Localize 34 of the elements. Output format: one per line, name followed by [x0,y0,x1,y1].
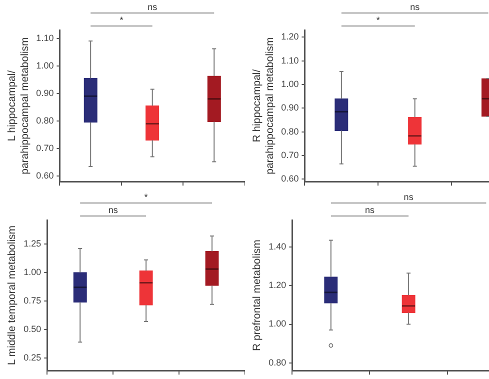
y-axis-title: R prefrontal metabolism [251,239,264,352]
text: * [144,192,148,202]
y-tick-label: 0.50 [24,324,42,334]
y-tick-label: 0.80 [268,357,286,368]
y-tick-label: 0.90 [281,102,299,113]
y-tick-label: 1.00 [24,266,42,277]
text: ns [148,2,158,12]
y-tick-label: 1.20 [268,280,286,290]
y-tick-label: 0.80 [281,126,299,136]
y-tick-label: 1.00 [281,78,299,89]
y-tick-label: 0.90 [36,88,54,98]
y-tick-label: 1.20 [281,32,299,42]
y-tick-label: 1.10 [281,55,299,66]
y-tick-label: 0.70 [281,150,299,160]
text: ns [364,204,375,215]
y-tick-label: 1.25 [24,238,42,248]
y-axis-title: L middle temporal metabolism [6,225,18,366]
y-axis-title: L hippocampal/ parahippocampal metabolism [6,36,31,174]
y-tick-label: 0.60 [36,170,54,181]
y-tick-label: 0.70 [36,143,54,154]
y-tick-label: 1.40 [268,242,286,252]
y-tick-label: 0.80 [36,115,54,126]
y-tick-label: 1.00 [36,60,54,70]
text: ns [404,192,414,202]
y-tick-label: 0.75 [24,295,42,306]
y-tick-label: 0.25 [24,352,42,363]
text: ns [410,2,420,12]
text: * [376,14,380,25]
y-tick-label: 0.60 [281,174,299,184]
text: ns [108,204,118,215]
y-tick-label: 1.00 [268,318,286,329]
y-tick-label: 1.10 [36,32,54,43]
text: * [120,14,124,25]
y-axis-title: R hippocampal/ parahippocampal metabolism [251,36,276,174]
